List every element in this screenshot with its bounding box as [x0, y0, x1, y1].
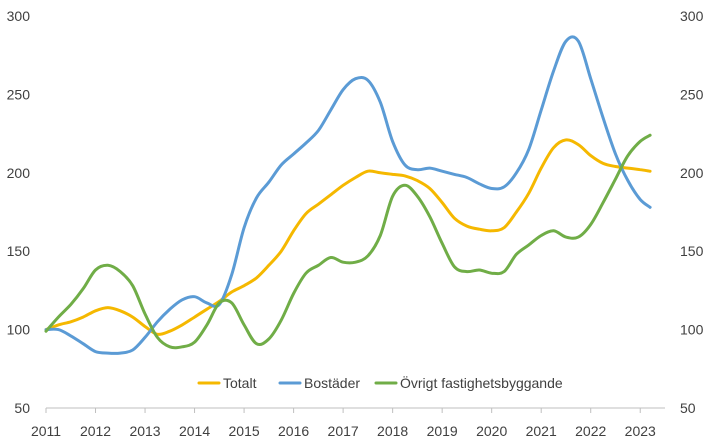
y-tick-label-right: 300	[680, 8, 704, 24]
x-tick-label: 2015	[229, 423, 260, 439]
legend: Totalt Bostäder Övrigt fastighetsbyggande	[197, 374, 563, 391]
x-tick-label: 2016	[278, 423, 309, 439]
y-tick-label-left: 200	[7, 165, 31, 181]
x-tick-label: 2017	[328, 423, 359, 439]
x-tick-label: 2012	[80, 423, 111, 439]
x-axis-tick-marks	[45, 408, 641, 413]
x-tick-label: 2023	[625, 423, 656, 439]
x-tick-label: 2020	[476, 423, 507, 439]
x-tick-label: 2019	[427, 423, 458, 439]
x-tick-label: 2018	[377, 423, 408, 439]
y-tick-label-right: 50	[680, 400, 696, 416]
series-line-0	[44, 138, 652, 336]
x-tick-label: 2021	[526, 423, 557, 439]
series-line-2	[44, 133, 652, 350]
y-tick-label-right: 200	[680, 165, 704, 181]
y-tick-label-left: 150	[7, 243, 31, 259]
legend-label: Bostäder	[304, 375, 360, 391]
y-axis-right: 50 100 150 200 250 300	[680, 8, 704, 416]
legend-label: Övrigt fastighetsbyggande	[400, 374, 563, 391]
y-tick-label-left: 250	[7, 86, 31, 102]
series-lines	[44, 35, 652, 355]
y-tick-label-left: 100	[7, 322, 31, 338]
y-tick-label-left: 50	[14, 400, 30, 416]
legend-label: Totalt	[223, 375, 257, 391]
x-tick-label: 2014	[179, 423, 210, 439]
y-axis-left: 50 100 150 200 250 300	[7, 8, 31, 416]
y-tick-label-left: 300	[7, 8, 31, 24]
x-axis: 2011 2012 2013 2014 2015 2016 2017 2018 2019 2020…	[31, 423, 656, 439]
x-tick-label: 2022	[575, 423, 606, 439]
y-tick-label-right: 250	[680, 86, 704, 102]
series-line-1	[44, 35, 652, 355]
y-tick-label-right: 150	[680, 243, 704, 259]
x-tick-label: 2013	[129, 423, 160, 439]
x-tick-label: 2011	[31, 423, 61, 439]
y-tick-label-right: 100	[680, 322, 704, 338]
